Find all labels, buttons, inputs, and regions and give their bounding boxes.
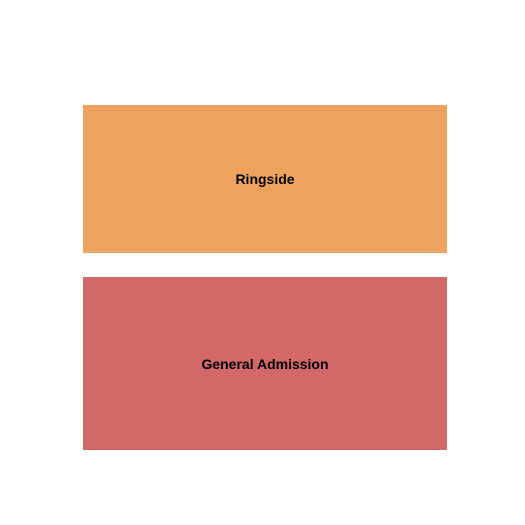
- seating-section-label: General Admission: [201, 356, 328, 372]
- seating-section-general-admission[interactable]: General Admission: [83, 277, 447, 450]
- seating-section-label: Ringside: [235, 171, 294, 187]
- seating-section-ringside[interactable]: Ringside: [83, 105, 447, 253]
